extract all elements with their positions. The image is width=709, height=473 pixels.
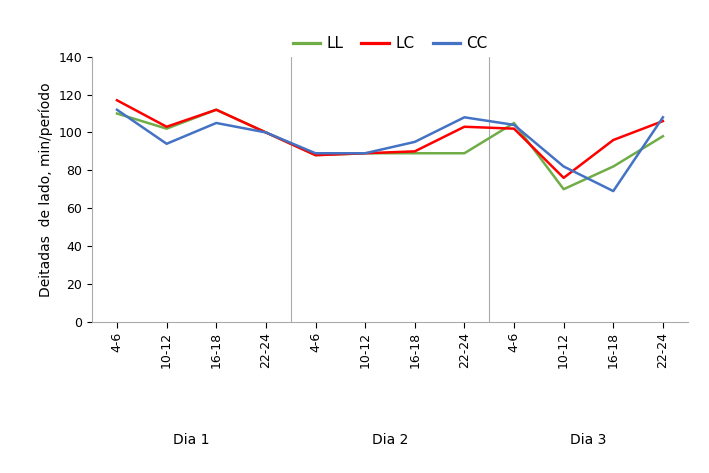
LC — [162, 124, 171, 130]
CC — [212, 120, 220, 126]
LL — [510, 120, 518, 126]
LL — [411, 150, 419, 156]
LC — [510, 126, 518, 131]
Text: Dia 3: Dia 3 — [570, 433, 607, 447]
CC — [460, 114, 469, 120]
LL — [361, 150, 369, 156]
LL — [559, 186, 568, 192]
LL — [460, 150, 469, 156]
LC — [411, 149, 419, 154]
Y-axis label: Deitadas  de lado, min/período: Deitadas de lado, min/período — [38, 82, 53, 297]
LC — [262, 130, 270, 135]
CC — [659, 114, 667, 120]
CC — [510, 122, 518, 128]
CC — [361, 150, 369, 156]
LC — [113, 97, 121, 103]
Line: LC: LC — [117, 100, 663, 178]
LL — [113, 111, 121, 116]
LC — [361, 150, 369, 156]
Text: Dia 2: Dia 2 — [372, 433, 408, 447]
CC — [162, 141, 171, 147]
LC — [460, 124, 469, 130]
LL — [162, 126, 171, 131]
CC — [262, 130, 270, 135]
CC — [609, 188, 618, 194]
LL — [609, 164, 618, 169]
CC — [411, 139, 419, 145]
Legend: LL, LC, CC: LL, LC, CC — [286, 30, 493, 57]
Line: LL: LL — [117, 110, 663, 189]
Text: Dia 1: Dia 1 — [173, 433, 210, 447]
Line: CC: CC — [117, 110, 663, 191]
LC — [559, 175, 568, 181]
LL — [212, 107, 220, 113]
LC — [212, 107, 220, 113]
LC — [609, 137, 618, 143]
LL — [262, 130, 270, 135]
LC — [659, 118, 667, 124]
LL — [659, 133, 667, 139]
LL — [311, 152, 320, 158]
CC — [311, 150, 320, 156]
LC — [311, 152, 320, 158]
CC — [113, 107, 121, 113]
CC — [559, 164, 568, 169]
